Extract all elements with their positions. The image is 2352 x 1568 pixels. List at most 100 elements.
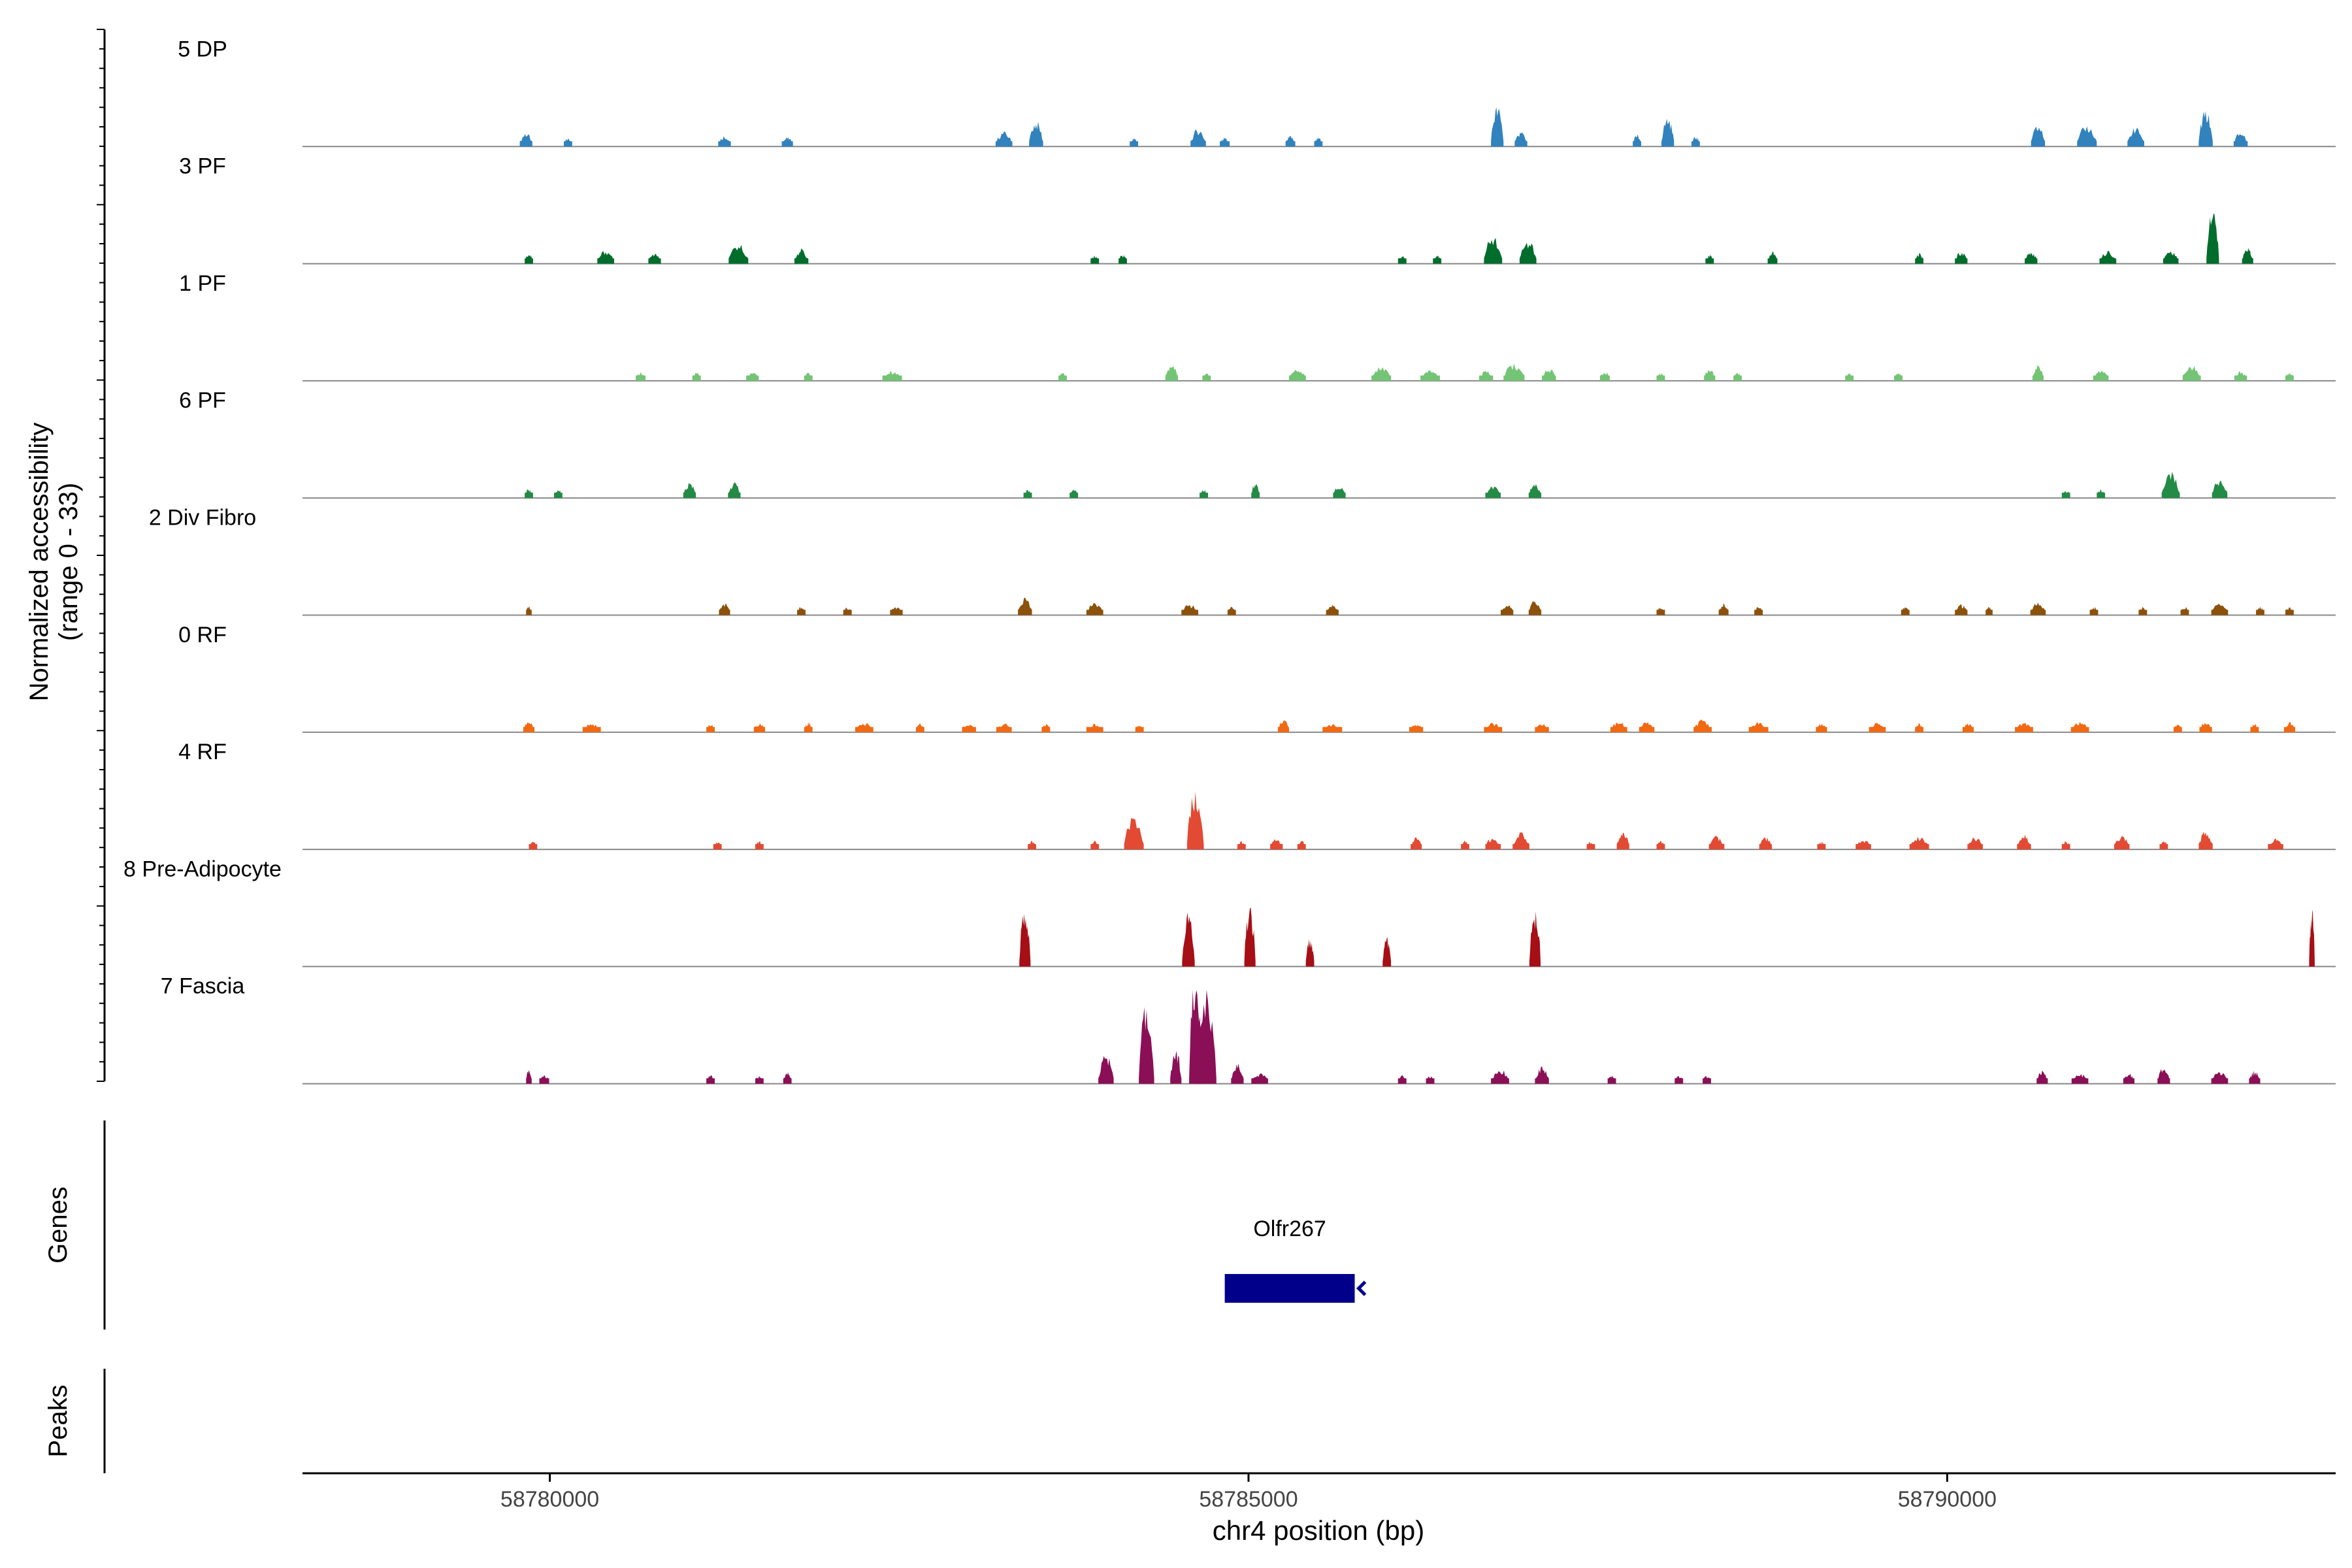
- coverage-peak: [1535, 1066, 1549, 1084]
- coverage-peak: [719, 603, 730, 615]
- coverage-peak: [1251, 483, 1260, 498]
- coverage-peak: [2093, 370, 2109, 381]
- coverage-peak: [1041, 723, 1051, 732]
- track-3-pf: 3 PF: [179, 154, 2336, 265]
- coverage-peak: [1285, 136, 1296, 147]
- coverage-peak: [1656, 840, 1665, 850]
- coverage-peak: [781, 137, 793, 147]
- coverage-peak: [636, 372, 646, 381]
- coverage-peak: [2070, 721, 2089, 732]
- coverage-peak: [2099, 250, 2117, 264]
- coverage-peak: [525, 489, 533, 498]
- coverage-peak: [1019, 914, 1031, 967]
- track-label: 7 Fascia: [161, 974, 245, 999]
- coverage-peak: [1028, 840, 1036, 850]
- coverage-peak: [582, 724, 601, 732]
- coverage-peak: [1070, 489, 1079, 498]
- coverage-peak: [2017, 834, 2031, 850]
- coverage-peak: [2180, 607, 2189, 615]
- coverage-peak: [843, 608, 852, 615]
- coverage-peak: [1718, 603, 1729, 615]
- coverage-peak: [2159, 841, 2168, 850]
- coverage-peak: [1691, 137, 1700, 147]
- coverage-peak: [2242, 248, 2253, 264]
- coverage-peak: [2097, 489, 2106, 498]
- coverage-peak: [718, 136, 731, 147]
- x-tick-label: 58785000: [1199, 1487, 1298, 1512]
- coverage-peak: [2234, 371, 2247, 381]
- coverage-peak: [2163, 251, 2179, 264]
- coverage-peak: [1090, 840, 1100, 850]
- coverage-peak: [2127, 127, 2144, 147]
- coverage-peak: [1231, 1063, 1244, 1084]
- coverage-peak: [753, 723, 765, 732]
- coverage-peak: [1426, 1076, 1435, 1084]
- coverage-peak: [2114, 836, 2130, 850]
- x-axis-label: chr4 position (bp): [1213, 1515, 1425, 1546]
- coverage-peak: [2032, 365, 2044, 381]
- coverage-peak: [1708, 836, 1725, 850]
- coverage-peak: [1270, 839, 1283, 850]
- coverage-peak: [648, 253, 661, 264]
- coverage-peak: [1501, 605, 1514, 615]
- coverage-peak: [1484, 238, 1503, 264]
- coverage-peak: [683, 483, 696, 498]
- coverage-peak: [1529, 911, 1541, 967]
- coverage-peak: [2250, 724, 2259, 732]
- peaks-panel-label: Peaks: [44, 1384, 73, 1457]
- coverage-peak: [2071, 1073, 2089, 1084]
- coverage-peak: [1333, 487, 1346, 498]
- coverage-peak: [804, 372, 813, 381]
- gene-body: [1224, 1274, 1355, 1303]
- coverage-peak: [1382, 937, 1392, 967]
- coverage-peak: [1845, 372, 1854, 381]
- coverage-peak: [1491, 107, 1504, 147]
- coverage-peak: [1397, 1075, 1407, 1084]
- gene-label: Olfr267: [1253, 1217, 1326, 1241]
- coverage-peak: [2198, 831, 2213, 850]
- coverage-peak: [1656, 607, 1665, 615]
- coverage-peak: [2199, 723, 2212, 732]
- gene-olfr267: Olfr267: [1224, 1217, 1367, 1303]
- coverage-peak: [519, 134, 532, 147]
- coverage-peak: [1633, 135, 1641, 147]
- coverage-peak: [1607, 1075, 1616, 1084]
- coverage-peak: [890, 607, 903, 615]
- track-8-pre-adipocyte: 8 Pre-Adipocyte: [123, 857, 2336, 968]
- coverage-peak: [1190, 129, 1206, 147]
- coverage-peak: [597, 251, 614, 264]
- coverage-peak: [1542, 369, 1556, 381]
- coverage-peak: [1703, 1075, 1711, 1084]
- coverage-peak: [728, 482, 741, 498]
- coverage-peak: [1135, 725, 1144, 732]
- coverage-peak: [746, 372, 759, 381]
- coverage-peak: [1816, 724, 1827, 732]
- coverage-peak: [2309, 909, 2315, 967]
- coverage-peak: [2077, 126, 2097, 147]
- coverage-peak: [1029, 122, 1043, 147]
- coverage-peak: [1704, 370, 1716, 381]
- coverage-peak: [1901, 607, 1910, 615]
- coverage-peak: [1485, 487, 1501, 498]
- coverage-peak: [1955, 604, 1968, 615]
- coverage-peak: [1086, 603, 1103, 615]
- coverage-peak: [706, 725, 715, 732]
- coverage-peak: [1519, 242, 1537, 264]
- coverage-peak: [995, 131, 1013, 147]
- coverage-peak: [1119, 255, 1127, 264]
- coverage-peak: [804, 722, 813, 732]
- strand-arrow: [1356, 1281, 1367, 1296]
- coverage-peak: [1165, 366, 1178, 381]
- coverage-peak: [2285, 372, 2294, 381]
- coverage-peak: [1244, 907, 1256, 967]
- coverage-peak: [1491, 1070, 1509, 1084]
- coverage-peak: [2173, 725, 2182, 732]
- coverage-peak: [996, 723, 1012, 732]
- coverage-peak: [1227, 606, 1236, 615]
- coverage-peak: [2030, 602, 2046, 615]
- coverage-peak: [2089, 606, 2099, 615]
- coverage-peak: [2025, 252, 2038, 264]
- track-label: 6 PF: [179, 388, 226, 413]
- coverage-peak: [1098, 1056, 1114, 1084]
- coverage-peak: [1170, 1051, 1182, 1084]
